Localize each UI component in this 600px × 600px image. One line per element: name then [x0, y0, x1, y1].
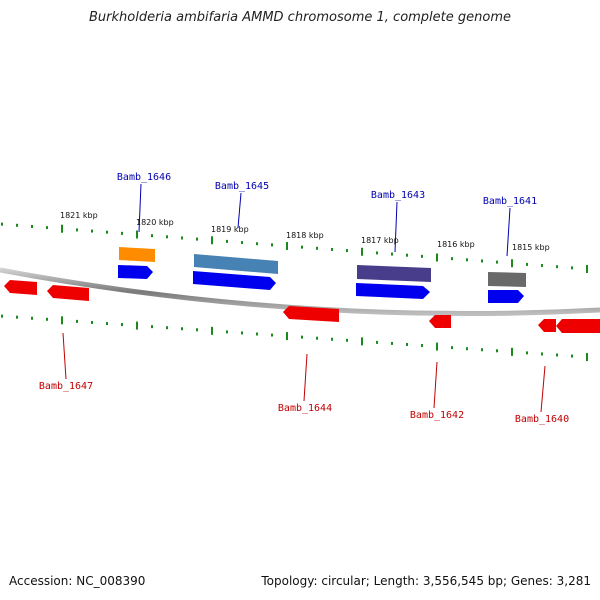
- gene-label-bamb-1642[interactable]: Bamb_1642: [410, 410, 464, 421]
- cds-arrow-reverse[interactable]: [556, 319, 600, 333]
- leader-line: [540, 365, 546, 413]
- gene-label-bamb-1647[interactable]: Bamb_1647: [39, 381, 93, 392]
- scale-label: 1817 kbp: [361, 236, 399, 245]
- cds-arrow-reverse[interactable]: [538, 319, 556, 332]
- leader-line: [303, 353, 308, 402]
- cds-arrow-reverse[interactable]: [4, 280, 37, 295]
- gene-feature-bamb-1645[interactable]: [194, 254, 278, 274]
- scale-labels: 1821 kbp 1820 kbp 1819 kbp 1818 kbp 1817…: [60, 211, 550, 252]
- gene-feature-bamb-1646[interactable]: [119, 247, 155, 262]
- reverse-cds: [4, 280, 600, 333]
- scale-label: 1816 kbp: [437, 240, 475, 249]
- cds-arrow-reverse[interactable]: [429, 315, 451, 328]
- gene-labels: Bamb_1646 Bamb_1645 Bamb_1643 Bamb_1641 …: [39, 172, 569, 425]
- leader-line: [394, 201, 398, 253]
- gene-label-bamb-1640[interactable]: Bamb_1640: [515, 414, 569, 425]
- inner-tick-ring: [1, 314, 588, 362]
- genome-summary-text: Topology: circular; Length: 3,556,545 bp…: [261, 574, 591, 588]
- scale-label: 1820 kbp: [136, 218, 174, 227]
- gene-label-bamb-1644[interactable]: Bamb_1644: [278, 403, 332, 414]
- cds-arrow-forward[interactable]: [118, 265, 153, 279]
- leader-line: [506, 207, 511, 257]
- cds-arrow-forward[interactable]: [488, 290, 524, 303]
- forward-gene-features: [119, 247, 526, 287]
- scale-label: 1819 kbp: [211, 225, 249, 234]
- cds-arrow-forward[interactable]: [356, 283, 430, 299]
- accession-text: Accession: NC_008390: [9, 574, 146, 588]
- outer-tick-ring: [1, 222, 588, 274]
- gene-feature-bamb-1641[interactable]: [488, 272, 526, 287]
- scale-label: 1821 kbp: [60, 211, 98, 220]
- leader-lines: [62, 183, 546, 413]
- leader-line: [138, 183, 142, 233]
- forward-cds: [118, 265, 524, 303]
- cds-arrow-forward[interactable]: [193, 271, 276, 290]
- map-title: Burkholderia ambifaria AMMD chromosome 1…: [88, 10, 512, 25]
- gene-label-bamb-1643[interactable]: Bamb_1643: [371, 190, 425, 201]
- gene-label-bamb-1646[interactable]: Bamb_1646: [117, 172, 171, 183]
- leader-line: [237, 192, 242, 229]
- scale-label: 1818 kbp: [286, 231, 324, 240]
- gene-label-bamb-1645[interactable]: Bamb_1645: [215, 181, 269, 192]
- scale-label: 1815 kbp: [512, 243, 550, 252]
- gene-feature-bamb-1643[interactable]: [357, 265, 431, 282]
- leader-line: [433, 361, 438, 409]
- cds-arrow-reverse[interactable]: [47, 285, 89, 301]
- cds-arrow-reverse[interactable]: [283, 306, 339, 322]
- leader-line: [62, 332, 67, 380]
- gene-label-bamb-1641[interactable]: Bamb_1641: [483, 196, 537, 207]
